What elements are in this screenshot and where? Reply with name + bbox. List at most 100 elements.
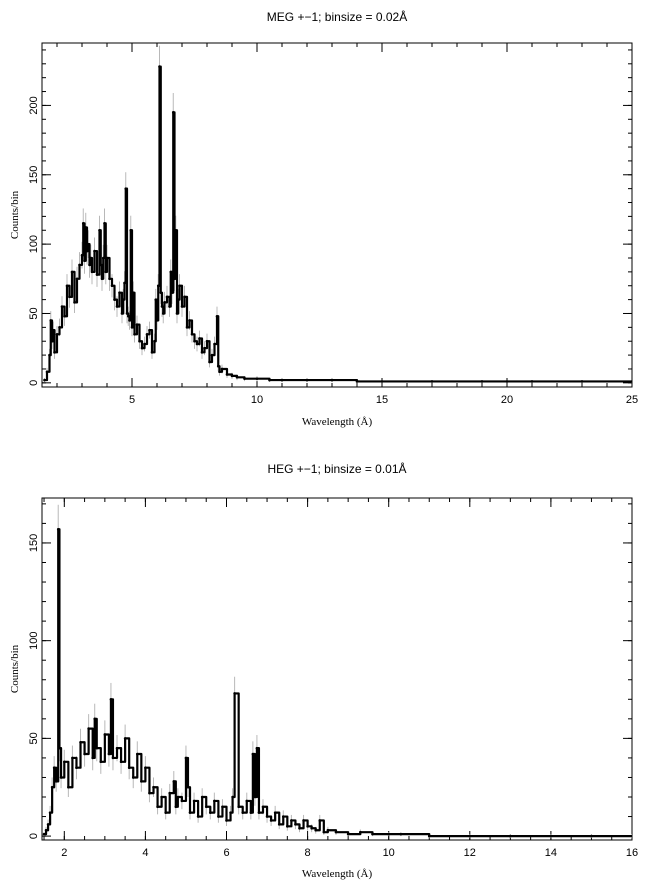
heg-data-point (103, 733, 107, 736)
heg-y-tick-label: 0 (28, 833, 40, 839)
heg-y-tick-label: 150 (28, 534, 40, 552)
meg-data-layer (43, 45, 632, 383)
meg-data-point (163, 301, 166, 304)
heg-data-point (188, 811, 192, 814)
meg-data-point (145, 332, 149, 336)
heg-x-tick-label: 4 (142, 847, 148, 859)
meg-data-point (156, 284, 160, 288)
meg-data-point (135, 323, 139, 326)
meg-data-point (85, 249, 89, 253)
meg-data-point (530, 380, 534, 383)
meg-data-point (193, 339, 196, 343)
meg-data-point (113, 298, 116, 301)
heg-data-point (208, 811, 212, 814)
heg-data-point (176, 795, 180, 799)
heg-data-point (79, 740, 82, 744)
heg-data-point (251, 752, 255, 756)
heg-data-point (63, 760, 66, 764)
meg-data-point (380, 380, 384, 383)
heg-data-point (314, 828, 318, 832)
heg-data-point (140, 780, 143, 783)
heg-data-point (172, 780, 176, 783)
meg-y-tick-label: 150 (28, 166, 40, 184)
meg-y-tick-label: 200 (28, 96, 40, 114)
heg-data-point (468, 834, 472, 838)
heg-data-point (44, 828, 48, 832)
meg-data-point (355, 380, 359, 383)
meg-data-point (170, 291, 174, 294)
meg-data-point (81, 222, 85, 225)
heg-data-point (83, 752, 86, 756)
meg-data-point (93, 249, 96, 253)
meg-x-tick-label: 25 (626, 394, 638, 406)
heg-data-point (294, 823, 297, 826)
meg-data-point (215, 314, 219, 318)
heg-data-point (399, 832, 403, 836)
heg-data-point (217, 815, 220, 818)
meg-data-point (140, 346, 144, 350)
heg-data-point (131, 776, 135, 779)
heg-data-point (152, 785, 155, 789)
heg-data-point (221, 805, 224, 809)
heg-data-point (549, 834, 553, 838)
heg-data-point (427, 834, 431, 838)
heg-data-point (306, 825, 309, 828)
meg-data-point (123, 281, 126, 285)
meg-data-point (305, 378, 309, 382)
heg-data-point (277, 823, 281, 826)
meg-data-point (45, 370, 49, 374)
heg-data-point (253, 795, 257, 799)
heg-data-point (123, 737, 127, 740)
meg-data-point (118, 291, 121, 294)
meg-data-point (174, 228, 178, 232)
heg-data-point (286, 825, 289, 828)
meg-data-point (130, 326, 134, 329)
meg-data-point (58, 326, 61, 329)
heg-data-point (156, 805, 159, 809)
heg-data-point (52, 766, 56, 769)
meg-data-point (230, 374, 234, 378)
meg-data-point (169, 270, 173, 274)
heg-data-point (95, 746, 99, 750)
heg-data-point (174, 805, 178, 809)
heg-data-point (50, 785, 54, 789)
heg-x-tick-label: 6 (223, 847, 229, 859)
meg-data-point (190, 332, 194, 336)
heg-data-point (322, 830, 326, 834)
meg-x-tick-label: 10 (251, 394, 263, 406)
meg-data-point (128, 319, 131, 322)
heg-x-tick-label: 16 (626, 847, 638, 859)
meg-data-point (155, 319, 159, 322)
heg-data-point (249, 811, 253, 814)
heg-data-point (269, 819, 273, 822)
heg-x-tick-label: 10 (383, 847, 395, 859)
meg-data-point (180, 305, 184, 308)
heg-data-point (56, 527, 60, 531)
heg-data-point (334, 830, 338, 834)
heg-data-point (75, 766, 78, 769)
meg-data-point (110, 284, 114, 288)
meg-data-point (165, 295, 169, 299)
heg-data-point (630, 834, 632, 838)
meg-data-point (129, 228, 133, 232)
meg-data-point (243, 377, 246, 380)
heg-data-point (213, 799, 216, 803)
meg-data-point (195, 342, 199, 346)
heg-spectrum-line (44, 528, 632, 838)
heg-data-point (148, 791, 151, 795)
meg-data-point (83, 259, 86, 263)
heg-x-tick-label: 14 (545, 847, 557, 859)
heg-data-point (245, 799, 249, 803)
meg-data-point (51, 328, 55, 332)
meg-data-point (133, 332, 136, 336)
meg-data-point (183, 295, 186, 299)
heg-data-point (318, 819, 322, 822)
meg-chart-title: MEG +−1; binsize = 0.02Å (267, 9, 407, 24)
heg-data-point (93, 717, 97, 721)
heg-data-point (67, 785, 70, 789)
heg-data-point (204, 805, 208, 809)
heg-data-point (46, 823, 50, 826)
heg-data-point (302, 819, 305, 822)
meg-data-point (131, 291, 135, 294)
